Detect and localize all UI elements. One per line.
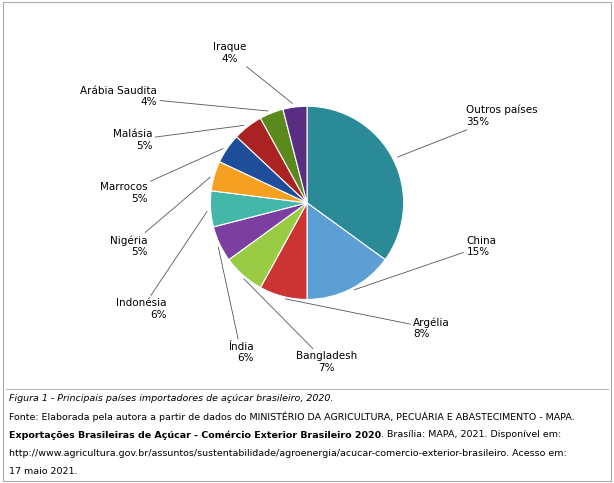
Wedge shape <box>220 137 307 203</box>
Wedge shape <box>307 106 403 260</box>
Wedge shape <box>283 106 307 203</box>
Text: Marrocos
5%: Marrocos 5% <box>100 149 223 204</box>
Text: China
15%: China 15% <box>354 236 496 290</box>
Wedge shape <box>229 203 307 287</box>
Text: . Brasília: MAPA, 2021. Disponível em:: . Brasília: MAPA, 2021. Disponível em: <box>381 430 562 440</box>
Text: Indonésia
6%: Indonésia 6% <box>117 212 207 320</box>
Text: Iraque
4%: Iraque 4% <box>213 43 292 103</box>
Wedge shape <box>211 191 307 227</box>
Wedge shape <box>260 109 307 203</box>
Text: Exportações Brasileiras de Açúcar - Comércio Exterior Brasileiro 2020: Exportações Brasileiras de Açúcar - Comé… <box>9 430 381 440</box>
Wedge shape <box>307 203 385 299</box>
Text: Malásia
5%: Malásia 5% <box>113 126 244 151</box>
Wedge shape <box>236 118 307 203</box>
Text: 17 maio 2021.: 17 maio 2021. <box>9 467 78 476</box>
Text: Argélia
8%: Argélia 8% <box>286 299 450 340</box>
Wedge shape <box>260 203 307 299</box>
Text: Nigéria
5%: Nigéria 5% <box>110 177 210 257</box>
Wedge shape <box>214 203 307 260</box>
Text: Arábia Saudita
4%: Arábia Saudita 4% <box>80 86 268 111</box>
Text: Outros países
35%: Outros países 35% <box>397 105 538 157</box>
Text: Fonte: Elaborada pela autora a partir de dados do MINISTÉRIO DA AGRICULTURA, PEC: Fonte: Elaborada pela autora a partir de… <box>9 412 575 423</box>
Wedge shape <box>211 162 307 203</box>
Text: Índia
6%: Índia 6% <box>219 247 254 363</box>
Text: Figura 1 - Principais países importadores de açúcar brasileiro, 2020.: Figura 1 - Principais países importadore… <box>9 394 333 403</box>
Text: http://www.agricultura.gov.br/assuntos/sustentabilidade/agroenergia/acucar-comer: http://www.agricultura.gov.br/assuntos/s… <box>9 449 567 458</box>
Text: Bangladesh
7%: Bangladesh 7% <box>244 279 357 373</box>
